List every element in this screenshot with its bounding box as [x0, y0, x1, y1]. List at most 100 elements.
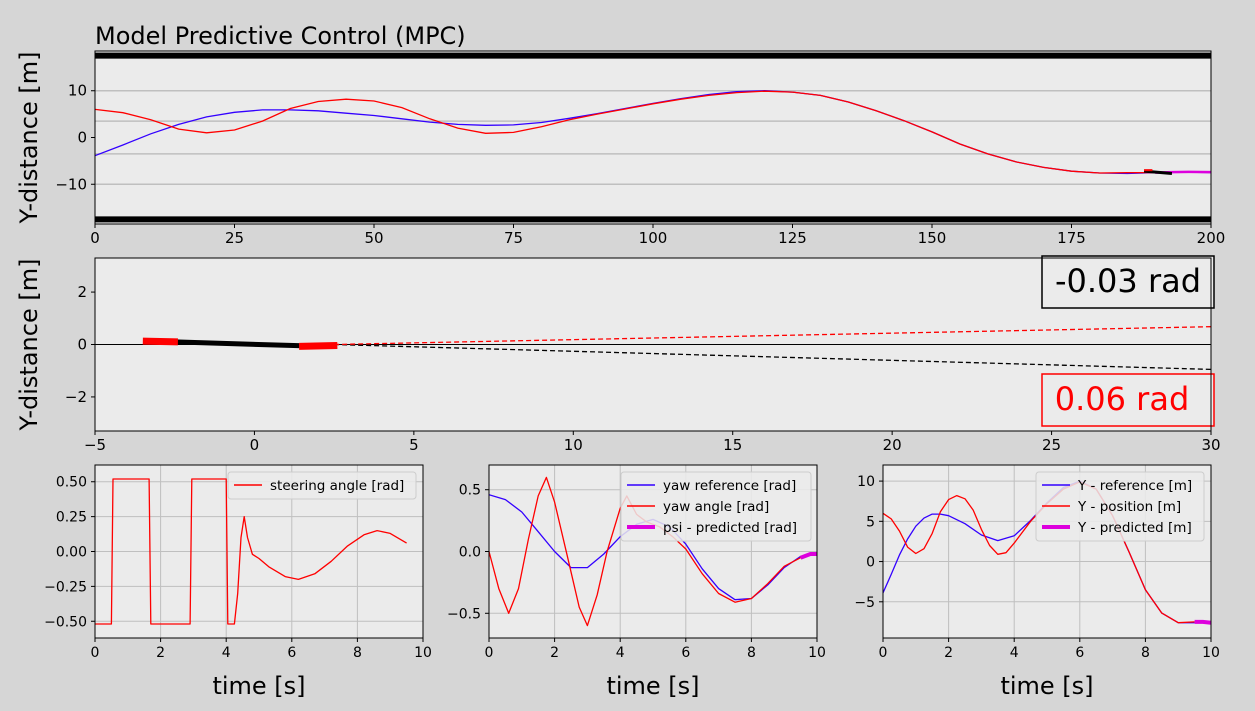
series-actual — [95, 90, 1156, 174]
y-axis-label: Y-distance [m] — [15, 259, 43, 432]
x-tick-label: 25 — [1042, 436, 1061, 454]
annotation-box — [1041, 255, 1215, 309]
x-axis-label: time [s] — [1000, 672, 1093, 700]
y-axis-label: Y-distance [m] — [15, 52, 43, 225]
y-tick-label: 0.5 — [459, 483, 481, 499]
x-tick-label: 4 — [616, 645, 625, 661]
x-tick-label: 2 — [550, 645, 559, 661]
x-tick-label: 0 — [879, 645, 888, 661]
y-tick-label: 10 — [857, 474, 875, 490]
series-predicted — [1194, 619, 1211, 625]
x-tick-label: 175 — [1057, 229, 1086, 247]
x-tick-label: 0 — [90, 229, 100, 247]
x-axis-label: time [s] — [606, 672, 699, 700]
legend: yaw reference [rad] yaw angle [rad] psi - … — [620, 471, 812, 542]
x-tick-label: 10 — [564, 436, 583, 454]
steer-plot-content — [95, 478, 407, 625]
annotation-black: -0.03 rad — [1041, 255, 1215, 309]
plot-frame — [94, 50, 1212, 225]
x-tick-label: 8 — [1141, 645, 1150, 661]
x-tick-label: 20 — [883, 436, 902, 454]
series-steering-line — [334, 326, 1211, 346]
legend-label: Y - reference [m] — [1077, 478, 1192, 494]
series-heading-line — [334, 343, 1211, 371]
annotation-text: 0.06 rad — [1055, 380, 1190, 418]
plot-frame — [488, 464, 818, 639]
zoom-plot-content — [95, 326, 1211, 371]
legend-label: yaw reference [rad] — [663, 478, 796, 494]
y-tick-label: 0 — [866, 555, 875, 571]
x-axis-label: time [s] — [212, 672, 305, 700]
series-vehicle-body — [174, 339, 303, 349]
legend-box — [620, 471, 812, 542]
y-tick-label: 0.00 — [56, 545, 87, 561]
x-tick-label: 10 — [414, 645, 432, 661]
x-tick-label: 8 — [747, 645, 756, 661]
vehicle-marker — [1143, 169, 1173, 175]
annotation-box — [1041, 373, 1215, 427]
plot-frame — [94, 257, 1212, 432]
x-tick-label: 200 — [1197, 229, 1226, 247]
x-tick-label: 6 — [1075, 645, 1084, 661]
y-tick-label: −5 — [854, 595, 875, 611]
x-tick-label: 25 — [225, 229, 244, 247]
x-tick-label: 8 — [353, 645, 362, 661]
x-tick-label: 0 — [485, 645, 494, 661]
y-tick-label: −2 — [65, 388, 87, 406]
y-tick-label: 0.50 — [56, 475, 87, 491]
annotation-red: 0.06 rad — [1041, 373, 1215, 427]
series-front-wheel — [298, 342, 338, 350]
y-tick-label: −0.5 — [447, 606, 481, 622]
x-tick-label: 0 — [250, 436, 260, 454]
y-tick-label: −0.25 — [44, 579, 87, 595]
x-tick-label: 75 — [504, 229, 523, 247]
x-tick-label: 100 — [639, 229, 668, 247]
legend-label: yaw angle [rad] — [663, 499, 769, 515]
legend-box — [1035, 471, 1205, 542]
series-actual — [489, 476, 801, 627]
y-tick-label: 2 — [77, 283, 87, 301]
x-tick-label: 150 — [918, 229, 947, 247]
plot-frame — [882, 464, 1212, 639]
legend-box — [227, 471, 417, 500]
legend-label: Y - predicted [m] — [1077, 520, 1192, 536]
legend-label: Y - position [m] — [1077, 499, 1181, 515]
x-tick-label: 6 — [287, 645, 296, 661]
x-tick-label: 2 — [944, 645, 953, 661]
figure-title: Model Predictive Control (MPC) — [95, 22, 466, 50]
x-tick-label: 125 — [778, 229, 807, 247]
series-predicted — [799, 552, 817, 560]
x-tick-label: 15 — [723, 436, 742, 454]
y-tick-label: −10 — [55, 175, 87, 193]
legend: steering angle [rad] — [227, 471, 417, 500]
y-tick-label: 10 — [68, 82, 87, 100]
x-tick-label: 6 — [681, 645, 690, 661]
top-plot-content — [95, 52, 1211, 223]
x-tick-label: 2 — [156, 645, 165, 661]
x-tick-label: 4 — [222, 645, 231, 661]
x-tick-label: 0 — [91, 645, 100, 661]
series-steering — [95, 478, 407, 625]
y-tick-label: 0.0 — [459, 545, 481, 561]
x-tick-label: 10 — [808, 645, 826, 661]
x-tick-label: 4 — [1010, 645, 1019, 661]
plot-frame — [94, 464, 424, 639]
chart-yaw: 0 2 4 6 8 10 0.5 0.0 −0.5 time [s] yaw reference [… — [447, 464, 826, 700]
legend-label: psi - predicted [rad] — [663, 520, 797, 536]
x-tick-label: 50 — [364, 229, 383, 247]
y-tick-label: 0 — [77, 336, 87, 354]
legend-label: steering angle [rad] — [270, 478, 404, 494]
annotation-text: -0.03 rad — [1055, 262, 1201, 300]
series-rear-wheel — [142, 337, 178, 346]
x-tick-label: 10 — [1202, 645, 1220, 661]
x-tick-label: −5 — [84, 436, 106, 454]
y-tick-label: 0.25 — [56, 510, 87, 526]
y-tick-label: 0 — [77, 129, 87, 147]
plot-area — [95, 51, 1211, 224]
x-tick-label: 30 — [1201, 436, 1220, 454]
legend: Y - reference [m] Y - position [m] Y - pre… — [1035, 471, 1205, 542]
